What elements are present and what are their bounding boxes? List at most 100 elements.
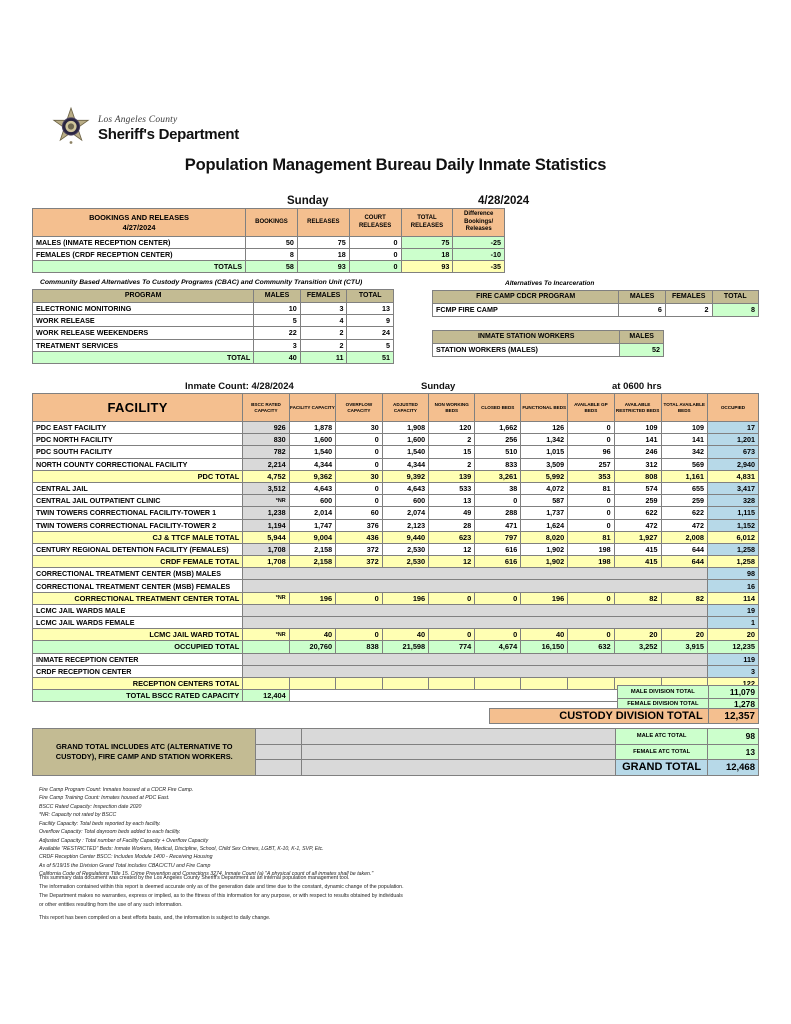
facility-cell-1: 4,643 [288, 481, 337, 496]
em-females: 3 [299, 301, 348, 315]
cbac-total-label: TOTAL [31, 351, 255, 365]
facility-row-label: PDC TOTAL [31, 469, 244, 483]
facility-cell-2: 838 [335, 640, 383, 654]
ts-males: 3 [253, 338, 301, 353]
facility-cell-5: 471 [474, 518, 522, 532]
facility-cell-7: 632 [567, 640, 615, 654]
wrw-total: 24 [346, 326, 394, 340]
facility-cell-8: 259 [613, 494, 662, 508]
facility-cell-5: 38 [474, 481, 522, 496]
facility-row-label: LCMC JAIL WARDS MALE [31, 603, 244, 618]
table-row: PDC SOUTH FACILITY 782 1,540 0 1,540 15 510 1,0… [31, 445, 760, 459]
facility-cell-4: 0 [428, 591, 476, 605]
col-bscc-rated-capacity: BSCC RATED CAPACITY [242, 393, 290, 422]
logo-department-text: Sheriff's Department [98, 125, 239, 143]
female-division-total-label: FEMALE DIVISION TOTAL [617, 697, 709, 711]
program-label-electronic-monitoring: ELECTRONIC MONITORING [31, 301, 255, 315]
table-row: CENTURY REGIONAL DETENTION FACILITY (FEM… [31, 542, 760, 557]
col-difference: Difference Bookings/ Releases [452, 208, 505, 237]
custody-division-total-table: CUSTODY DIVISION TOTAL 12,357 [489, 708, 760, 724]
facility-cell-9: 644 [660, 555, 708, 569]
inmate-count-label: Inmate Count: 4/28/2024 [185, 381, 294, 392]
table-header-row: PROGRAM MALES FEMALES TOTAL [31, 289, 394, 303]
facility-row-label: NORTH COUNTY CORRECTIONAL FACILITY [31, 457, 244, 471]
facility-cell-10: 2,940 [706, 457, 760, 471]
facility-cell-1 [288, 676, 337, 691]
facility-cell-0: 782 [242, 445, 290, 459]
facility-cell-5: 4,674 [474, 640, 522, 654]
facility-cell-3 [381, 676, 430, 691]
facility-cell-8: 808 [613, 469, 662, 483]
facility-cell-10: 17 [706, 420, 760, 435]
table-total-row: LCMC JAIL WARDS MALE 19 [31, 603, 760, 618]
disclaimer-text: This summary data document was created b… [39, 874, 404, 923]
col-total: TOTAL [346, 289, 394, 303]
facility-cell-6: 8,020 [520, 530, 569, 544]
facility-cell-10: 3 [706, 664, 760, 678]
program-label-treatment-services: TREATMENT SERVICES [31, 338, 255, 353]
facility-cell-0 [242, 652, 708, 666]
table-total-row: GRAND TOTAL 12,468 [33, 759, 759, 776]
col-court-releases: COURT RELEASES [348, 208, 402, 237]
col-fc-females: FEMALES [664, 290, 713, 304]
facility-cell-10: 114 [706, 591, 760, 605]
table-row: MALE DIVISION TOTAL 11,079 [617, 685, 760, 699]
facility-cell-2: 0 [335, 457, 383, 471]
table-row: TWIN TOWERS CORRECTIONAL FACILITY-TOWER … [31, 506, 760, 520]
disclaimer-line: This report has been compiled on a best … [39, 914, 271, 921]
facility-cell-1: 40 [288, 628, 337, 642]
facility-cell-1: 1,747 [288, 518, 337, 532]
facility-cell-0 [242, 640, 290, 654]
facility-row-label: CORRECTIONAL TREATMENT CENTER TOTAL [31, 591, 244, 605]
facility-cell-8: 82 [613, 591, 662, 605]
facility-cell-5: 797 [474, 530, 522, 544]
table-row: WORK RELEASE WEEKENDERS 22 2 24 [31, 326, 394, 340]
table-row: CENTRAL JAIL 3,512 4,643 0 4,643 533 38 4,072 81… [31, 481, 760, 496]
females-total-releases: 18 [400, 248, 454, 261]
page-title: Population Management Bureau Daily Inmat… [184, 156, 607, 174]
facility-cell-9: 82 [660, 591, 708, 605]
females-releases: 18 [296, 248, 350, 261]
sheriff-star-badge-icon [48, 106, 94, 152]
facility-cell-3: 196 [381, 591, 430, 605]
facility-cell-10: 1,201 [706, 433, 760, 447]
facility-row-label: CENTURY REGIONAL DETENTION FACILITY (FEM… [31, 542, 244, 557]
facility-cell-8: 312 [613, 457, 662, 471]
facility-cell-0: 5,944 [242, 530, 290, 544]
facility-cell-0: 830 [242, 433, 290, 447]
table-header-row: BOOKINGS AND RELEASES 4/27/2024 BOOKINGS… [31, 208, 505, 237]
custody-division-total-value: 12,357 [707, 708, 760, 724]
facility-cell-6: 1,902 [520, 542, 569, 557]
females-difference: -10 [452, 248, 505, 261]
facility-cell-10: 12,235 [706, 640, 760, 654]
facility-row-label: OCCUPIED TOTAL [31, 640, 244, 654]
facility-cell-5: 256 [474, 433, 522, 447]
program-label-work-release: WORK RELEASE [31, 313, 255, 328]
footnote-line: BSCC Rated Capacity: Inspection date 202… [39, 803, 142, 810]
facility-cell-5: 833 [474, 457, 522, 471]
facility-cell-3: 4,344 [381, 457, 430, 471]
table-row: TREATMENT SERVICES 3 2 5 [31, 338, 394, 353]
facility-cell-10: 1 [706, 615, 760, 630]
facility-cell-4: 2 [428, 457, 476, 471]
male-division-total-label: MALE DIVISION TOTAL [617, 685, 709, 699]
facility-row-label: PDC EAST FACILITY [31, 420, 244, 435]
col-program: PROGRAM [31, 289, 255, 303]
cbac-ctu-table: PROGRAM MALES FEMALES TOTAL ELECTRONIC M… [31, 289, 394, 365]
facility-cell-8: 622 [613, 506, 662, 520]
facility-cell-4: 774 [428, 640, 476, 654]
table-row: MALES (INMATE RECEPTION CENTER) 50 75 0 … [31, 236, 505, 249]
facility-row-label: PDC SOUTH FACILITY [31, 445, 244, 459]
facility-cell-3: 4,643 [381, 481, 430, 496]
facility-cell-7: 0 [567, 591, 615, 605]
col-facility-capacity: FACILITY CAPACITY [288, 393, 337, 422]
facility-cell-8: 246 [613, 445, 662, 459]
cbac-total-total: 51 [346, 351, 394, 365]
facility-cell-9: 472 [660, 518, 708, 532]
facility-cell-2: 30 [335, 420, 383, 435]
facility-cell-6: 5,992 [520, 469, 569, 483]
females-court-releases: 0 [348, 248, 402, 261]
bookings-title: BOOKINGS AND RELEASES [89, 213, 189, 223]
facility-cell-7: 353 [567, 469, 615, 483]
facility-cell-2: 0 [335, 481, 383, 496]
